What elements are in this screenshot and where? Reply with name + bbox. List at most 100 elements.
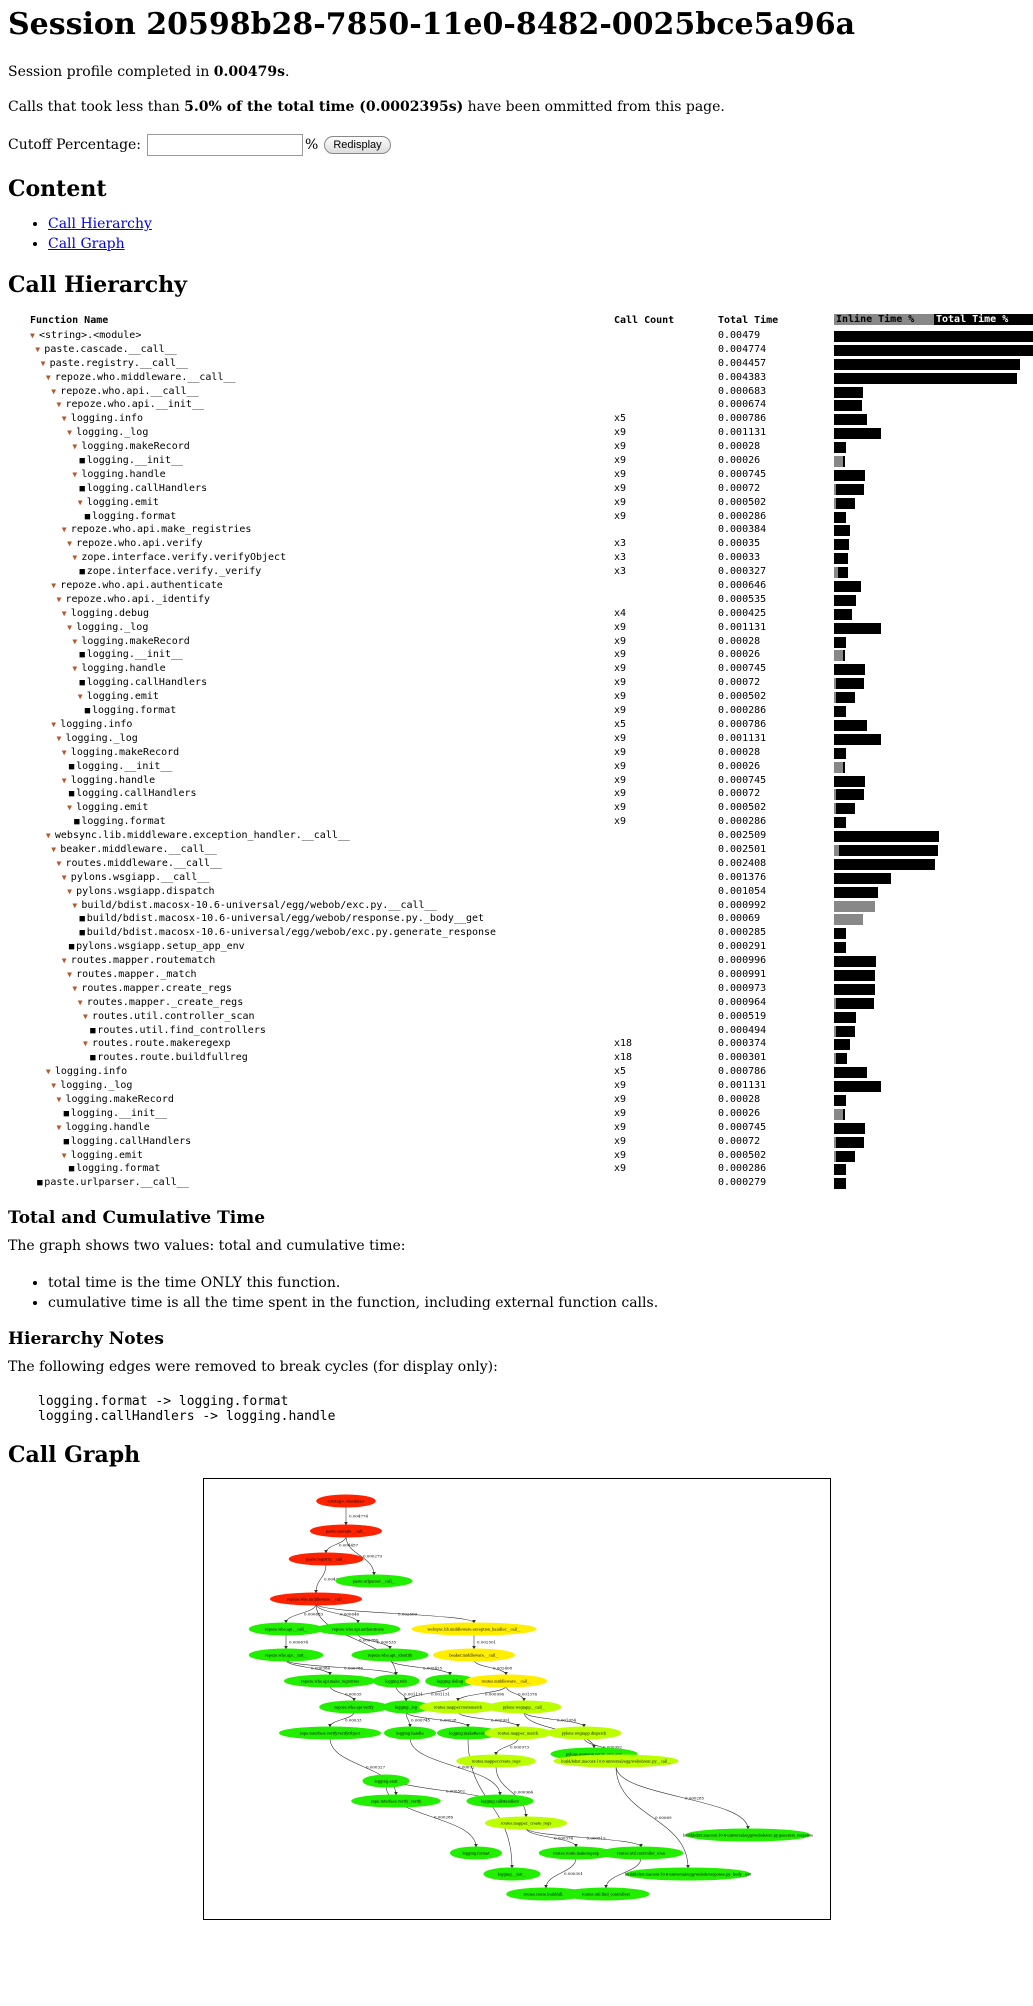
table-row[interactable]: ▼ logging.emit x9 0.000502 [30, 1149, 1025, 1163]
expand-arrow-icon[interactable]: ▼ [67, 428, 72, 438]
table-row[interactable]: ■ logging.callHandlers x9 0.00072 [30, 676, 1025, 690]
expand-arrow-icon[interactable]: ▼ [51, 386, 57, 396]
expand-arrow-icon[interactable]: ▼ [67, 803, 72, 813]
expand-arrow-icon[interactable]: ▼ [72, 553, 78, 563]
expand-arrow-icon[interactable]: ▼ [35, 344, 41, 354]
expand-arrow-icon[interactable]: ▼ [77, 997, 83, 1007]
table-row[interactable]: ■ build/bdist.macosx-10.6-universal/egg/w… [30, 912, 1025, 926]
table-row[interactable]: ▼ logging.debug x4 0.000425 [30, 607, 1025, 621]
expand-arrow-icon[interactable]: ▼ [61, 414, 67, 424]
expand-arrow-icon[interactable]: ▼ [30, 331, 35, 340]
expand-arrow-icon[interactable]: ▼ [56, 733, 62, 743]
table-row[interactable]: ▼ websync.lib.middleware.exception_handle… [30, 829, 1025, 843]
expand-arrow-icon[interactable]: ▼ [51, 581, 57, 591]
expand-arrow-icon[interactable]: ▼ [56, 1094, 62, 1104]
expand-arrow-icon[interactable]: ▼ [67, 969, 72, 979]
table-row[interactable]: ▼ paste.cascade.__call__ 0.004774 [30, 343, 1033, 357]
table-row[interactable]: ■ logging.__init__ x9 0.00026 [30, 648, 1025, 662]
expand-arrow-icon[interactable]: ▼ [67, 622, 72, 632]
expand-arrow-icon[interactable]: ▼ [56, 858, 62, 868]
table-row[interactable]: ▼ zope.interface.verify.verifyObject x3 0.0… [30, 551, 1025, 565]
table-row[interactable]: ▼ logging.info x5 0.000786 [30, 1065, 1025, 1079]
expand-arrow-icon[interactable]: ▼ [56, 1122, 62, 1132]
expand-arrow-icon[interactable]: ▼ [56, 594, 62, 604]
expand-arrow-icon[interactable]: ▼ [77, 497, 83, 507]
expand-arrow-icon[interactable]: ▼ [61, 608, 67, 618]
expand-arrow-icon[interactable]: ▼ [67, 539, 72, 549]
table-row[interactable]: ▼ routes.mapper.create_regs 0.000973 [30, 982, 1025, 996]
table-row[interactable]: ▼ routes.mapper._match 0.000991 [30, 968, 1025, 982]
table-row[interactable]: ▼ logging.handle x9 0.000745 [30, 1121, 1025, 1135]
table-row[interactable]: ■ zope.interface.verify._verify x3 0.000327 [30, 565, 1025, 579]
expand-arrow-icon[interactable]: ▼ [61, 525, 67, 535]
table-row[interactable]: ▼ logging.emit x9 0.000502 [30, 801, 1025, 815]
table-row[interactable]: ▼ pylons.wsgiapp.__call__ 0.001376 [30, 871, 1025, 885]
table-row[interactable]: ▼ routes.mapper._create_regs 0.000964 [30, 996, 1025, 1010]
expand-arrow-icon[interactable]: ▼ [72, 442, 78, 452]
expand-arrow-icon[interactable]: ▼ [45, 1067, 51, 1077]
expand-arrow-icon[interactable]: ▼ [51, 844, 57, 854]
table-row[interactable]: ▼ logging._log x9 0.001131 [30, 621, 1025, 635]
table-row[interactable]: ▼ repoze.who.middleware.__call__ 0.004383 [30, 371, 1025, 385]
table-row[interactable]: ▼ routes.mapper.routematch 0.000996 [30, 954, 1025, 968]
expand-arrow-icon[interactable]: ▼ [51, 1081, 57, 1091]
table-row[interactable]: ■ paste.urlparser.__call__ 0.000279 [30, 1176, 1025, 1190]
expand-arrow-icon[interactable]: ▼ [56, 400, 62, 410]
table-row[interactable]: ■ routes.util.find_controllers 0.000494 [30, 1024, 1025, 1038]
table-row[interactable]: ▼ routes.middleware.__call__ 0.002408 [30, 857, 1025, 871]
table-row[interactable]: ▼ repoze.who.api.__init__ 0.000674 [30, 398, 1025, 412]
table-row[interactable]: ■ logging.__init__ x9 0.00026 [30, 760, 1025, 774]
expand-arrow-icon[interactable]: ▼ [45, 831, 51, 841]
table-row[interactable]: ▼ logging.emit x9 0.000502 [30, 690, 1025, 704]
table-row[interactable]: ■ logging.format x9 0.000286 [30, 815, 1025, 829]
table-row[interactable]: ■ logging.format x9 0.000286 [30, 704, 1025, 718]
expand-arrow-icon[interactable]: ▼ [72, 900, 78, 910]
table-row[interactable]: ▼ logging.emit x9 0.000502 [30, 496, 1025, 510]
table-row[interactable]: ■ build/bdist.macosx-10.6-universal/egg/w… [30, 926, 1025, 940]
table-row[interactable]: ■ pylons.wsgiapp.setup_app_env 0.000291 [30, 940, 1025, 954]
table-row[interactable]: ■ logging.format x9 0.000286 [30, 1162, 1025, 1176]
expand-arrow-icon[interactable]: ▼ [51, 719, 57, 729]
table-row[interactable]: ▼ repoze.who.api.verify x3 0.00035 [30, 537, 1025, 551]
expand-arrow-icon[interactable]: ▼ [61, 1150, 67, 1160]
expand-arrow-icon[interactable]: ▼ [72, 636, 78, 646]
table-row[interactable]: ■ logging.callHandlers x9 0.00072 [30, 787, 1025, 801]
expand-arrow-icon[interactable]: ▼ [72, 469, 78, 479]
table-row[interactable]: ▼ repoze.who.api.authenticate 0.000646 [30, 579, 1025, 593]
expand-arrow-icon[interactable]: ▼ [61, 872, 67, 882]
table-row[interactable]: ▼ logging._log x9 0.001131 [30, 1079, 1025, 1093]
expand-arrow-icon[interactable]: ▼ [61, 775, 67, 785]
call-graph-link[interactable]: Call Graph [48, 236, 125, 252]
table-row[interactable]: ▼ logging._log x9 0.001131 [30, 732, 1025, 746]
expand-arrow-icon[interactable]: ▼ [67, 886, 72, 896]
table-row[interactable]: ▼ repoze.who.api._identify 0.000535 [30, 593, 1025, 607]
table-row[interactable]: ▼ logging.info x5 0.000786 [30, 718, 1025, 732]
table-row[interactable]: ▼ beaker.middleware.__call__ 0.002501 [30, 843, 1025, 857]
table-row[interactable]: ■ logging.format x9 0.000286 [30, 510, 1025, 524]
expand-arrow-icon[interactable]: ▼ [83, 1039, 88, 1049]
redisplay-button[interactable]: Redisplay [324, 136, 391, 154]
table-row[interactable]: ▼ logging.makeRecord x9 0.00028 [30, 440, 1025, 454]
table-row[interactable]: ▼ logging.handle x9 0.000745 [30, 662, 1025, 676]
expand-arrow-icon[interactable]: ▼ [45, 372, 51, 382]
table-row[interactable]: ■ routes.route.buildfullreg x18 0.000301 [30, 1051, 1025, 1065]
call-hierarchy-link[interactable]: Call Hierarchy [48, 216, 152, 232]
table-row[interactable]: ▼ routes.route.makeregexp x18 0.000374 [30, 1037, 1025, 1051]
table-row[interactable]: ▼ <string>.<module> 0.00479 [30, 329, 1033, 343]
table-row[interactable]: ▼ logging.makeRecord x9 0.00028 [30, 1093, 1025, 1107]
expand-arrow-icon[interactable]: ▼ [72, 664, 78, 674]
table-row[interactable]: ■ logging.__init__ x9 0.00026 [30, 454, 1025, 468]
table-row[interactable]: ■ logging.callHandlers x9 0.00072 [30, 482, 1025, 496]
table-row[interactable]: ▼ repoze.who.api.__call__ 0.000683 [30, 385, 1025, 399]
table-row[interactable]: ▼ logging.handle x9 0.000745 [30, 774, 1025, 788]
table-row[interactable]: ▼ logging.makeRecord x9 0.00028 [30, 746, 1025, 760]
expand-arrow-icon[interactable]: ▼ [72, 983, 78, 993]
table-row[interactable]: ■ logging.__init__ x9 0.00026 [30, 1107, 1025, 1121]
table-row[interactable]: ▼ logging._log x9 0.001131 [30, 426, 1025, 440]
expand-arrow-icon[interactable]: ▼ [83, 1011, 88, 1021]
table-row[interactable]: ▼ logging.handle x9 0.000745 [30, 468, 1025, 482]
expand-arrow-icon[interactable]: ▼ [77, 692, 83, 702]
table-row[interactable]: ▼ pylons.wsgiapp.dispatch 0.001054 [30, 885, 1025, 899]
table-row[interactable]: ▼ routes.util.controller_scan 0.000519 [30, 1010, 1025, 1024]
table-row[interactable]: ▼ repoze.who.api.make_registries 0.000384 [30, 523, 1025, 537]
